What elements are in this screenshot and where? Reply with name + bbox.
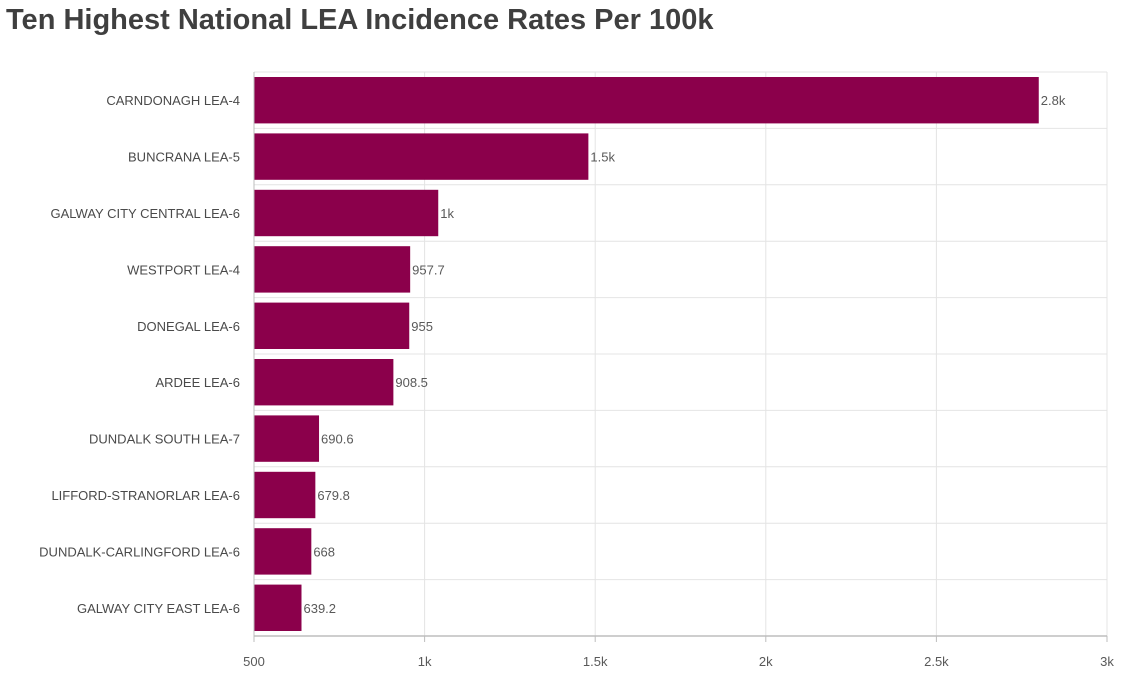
- value-label: 955: [411, 319, 433, 334]
- value-label: 639.2: [303, 601, 336, 616]
- category-label: GALWAY CITY CENTRAL LEA-6: [50, 206, 240, 221]
- chart-title: Ten Highest National LEA Incidence Rates…: [6, 4, 714, 36]
- value-label: 668: [313, 544, 335, 559]
- x-tick-label: 2k: [759, 654, 773, 669]
- category-label: DUNDALK SOUTH LEA-7: [89, 432, 240, 447]
- label-layer: CARNDONAGH LEA-4 2.8k BUNCRANA LEA-5 1.5k GA…: [39, 93, 1066, 616]
- bar: [254, 584, 302, 631]
- value-label: 1k: [440, 206, 454, 221]
- bar-layer: [254, 77, 1039, 631]
- x-tick-label: 2.5k: [924, 654, 949, 669]
- x-tick-label: 500: [243, 654, 265, 669]
- x-tick-label: 3k: [1100, 654, 1114, 669]
- category-label: GALWAY CITY EAST LEA-6: [77, 601, 240, 616]
- category-label: DONEGAL LEA-6: [137, 319, 240, 334]
- category-label: ARDEE LEA-6: [155, 375, 240, 390]
- value-label: 908.5: [395, 375, 428, 390]
- category-label: LIFFORD-STRANORLAR LEA-6: [51, 488, 240, 503]
- value-label: 679.8: [317, 488, 350, 503]
- category-label: BUNCRANA LEA-5: [128, 150, 240, 165]
- category-label: WESTPORT LEA-4: [127, 262, 240, 277]
- bar: [254, 189, 439, 237]
- bar: [254, 528, 312, 575]
- value-label: 1.5k: [590, 150, 615, 165]
- value-label: 2.8k: [1041, 93, 1066, 108]
- bar: [254, 359, 394, 406]
- value-label: 957.7: [412, 262, 445, 277]
- bar: [254, 415, 320, 462]
- bar: [254, 77, 1039, 124]
- value-label: 690.6: [321, 432, 354, 447]
- bar: [254, 471, 316, 519]
- x-tick-label: 1k: [418, 654, 432, 669]
- category-label: CARNDONAGH LEA-4: [106, 93, 240, 108]
- category-label: DUNDALK-CARLINGFORD LEA-6: [39, 544, 240, 559]
- axis-layer: 500 1k 1.5k 2k 2.5k 3k: [243, 72, 1114, 669]
- x-tick-label: 1.5k: [583, 654, 608, 669]
- grid-layer: [253, 71, 1108, 637]
- bar: [254, 246, 411, 293]
- bar: [254, 302, 410, 349]
- bar: [254, 133, 589, 180]
